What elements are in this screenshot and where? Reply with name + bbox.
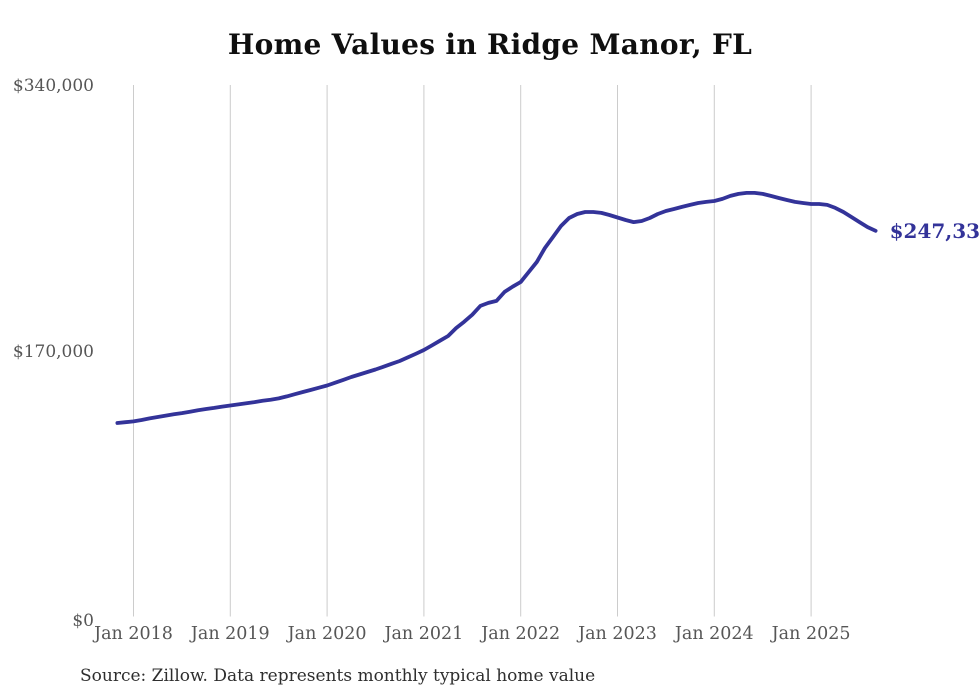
source-note: Source: Zillow. Data represents monthly … xyxy=(80,666,596,686)
x-tick-label-jan-2022: Jan 2022 xyxy=(481,624,561,644)
x-tick-label-jan-2019: Jan 2019 xyxy=(190,624,270,644)
chart-title: Home Values in Ridge Manor, FL xyxy=(227,28,753,61)
x-tick-label-jan-2025: Jan 2025 xyxy=(771,624,851,644)
current-value-label: $247,334 xyxy=(889,218,980,243)
x-tick-label-jan-2018: Jan 2018 xyxy=(94,624,173,644)
price-line xyxy=(115,190,878,425)
x-tick-label-jan-2024: Jan 2024 xyxy=(674,624,754,644)
x-tick-label-jan-2021: Jan 2021 xyxy=(384,624,464,644)
x-tick-label-jan-2020: Jan 2020 xyxy=(287,624,367,644)
y-tick-label-0: $0 xyxy=(72,611,94,631)
y-tick-label-170000: $170,000 xyxy=(12,342,94,362)
y-tick-label-340000: $340,000 xyxy=(12,76,94,96)
x-tick-label-jan-2023: Jan 2023 xyxy=(578,624,657,644)
